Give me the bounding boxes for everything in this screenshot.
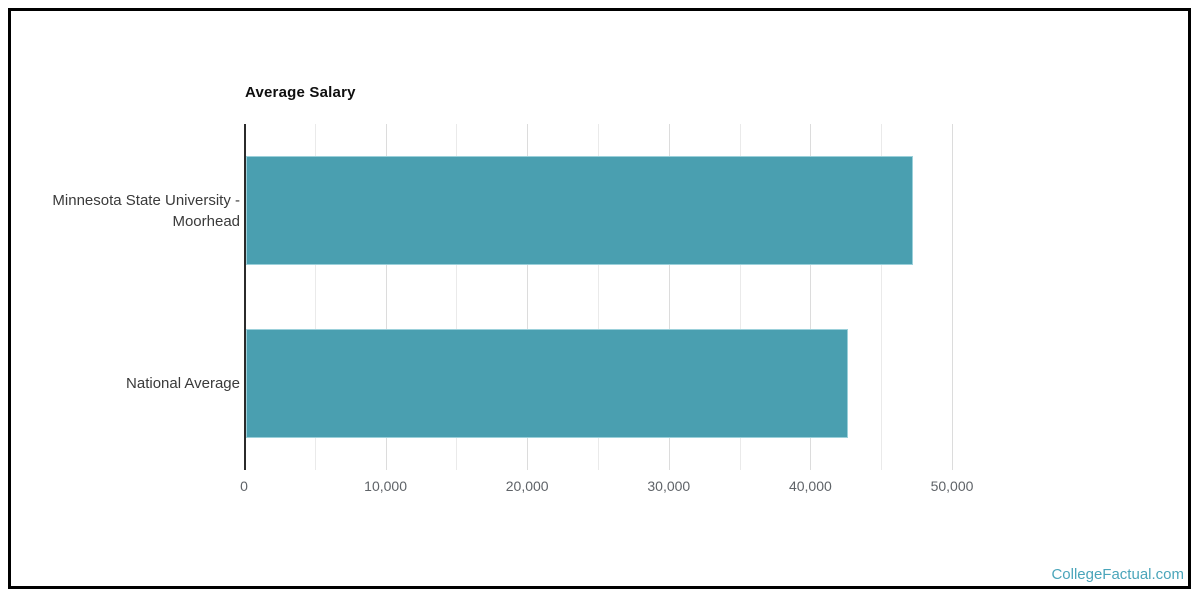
gridline xyxy=(598,124,599,470)
category-label-line: Minnesota State University - xyxy=(52,191,240,209)
chart-title: Average Salary xyxy=(245,84,356,101)
watermark-link[interactable]: CollegeFactual.com xyxy=(1051,566,1184,583)
x-tick-label: 40,000 xyxy=(788,478,832,494)
gridline xyxy=(739,124,741,470)
y-axis-line xyxy=(244,124,246,470)
x-tick-label: 30,000 xyxy=(647,478,691,494)
category-label-line: National Average xyxy=(126,375,240,392)
x-tick-label: 0 xyxy=(240,478,248,494)
plot-area xyxy=(244,124,953,470)
gridline xyxy=(810,124,812,470)
x-tick-label: 50,000 xyxy=(930,478,974,494)
gridline xyxy=(881,124,883,470)
x-tick-label: 20,000 xyxy=(505,478,549,494)
gridline xyxy=(314,124,316,470)
category-label-line: Moorhead xyxy=(172,212,240,230)
bar-1[interactable] xyxy=(246,329,848,438)
x-tick-label: 10,000 xyxy=(364,478,407,494)
gridline xyxy=(527,124,529,470)
gridline xyxy=(385,124,387,470)
bar-0[interactable] xyxy=(246,156,913,265)
category-label: Minnesota State University - Moorhead xyxy=(20,190,240,232)
gridline xyxy=(668,124,670,470)
gridline xyxy=(456,124,458,470)
gridline xyxy=(952,124,953,470)
category-label: National Average xyxy=(20,373,240,394)
